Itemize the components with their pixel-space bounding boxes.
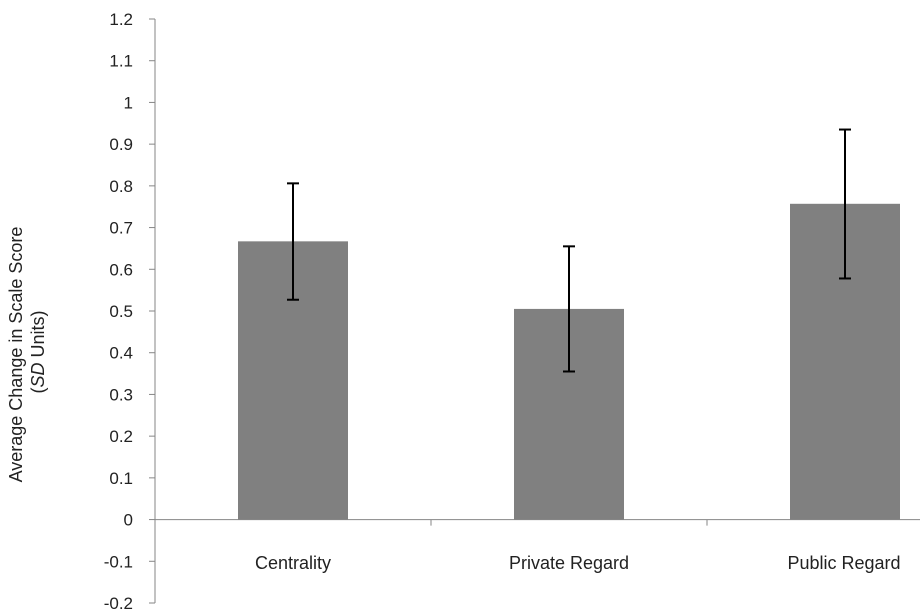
y-tick-label: 0.9 — [109, 135, 133, 154]
x-category-label: Centrality — [255, 553, 331, 573]
y-axis-title: Average Change in Scale Score (SD Units) — [6, 222, 48, 483]
y-axis-title-line2: (SD Units) — [28, 310, 48, 393]
y-tick-label: 1.1 — [109, 52, 133, 71]
y-tick-label: 0.1 — [109, 469, 133, 488]
y-axis-title-line1: Average Change in Scale Score — [6, 227, 26, 483]
y-tick-label: 0.8 — [109, 177, 133, 196]
y-tick-label: 0 — [124, 511, 133, 530]
y-tick-label: 0.3 — [109, 385, 133, 404]
y-tick-label: 0.5 — [109, 302, 133, 321]
y-tick-label: 0.7 — [109, 219, 133, 238]
x-category-label: Private Regard — [509, 553, 629, 573]
y-tick-labels-group: -0.2 -0.1 0 0.1 0.2 0.3 0.4 0.5 0.6 0.7 0.8 0.9 1 1.1… — [104, 10, 133, 613]
y-tick-label: 1.2 — [109, 10, 133, 29]
axes-group — [149, 18, 920, 604]
y-tick-label: 0.6 — [109, 260, 133, 279]
y-tick-label: -0.1 — [104, 552, 133, 571]
y-tick-label: 0.4 — [109, 344, 133, 363]
y-tick-label: 1 — [124, 93, 133, 112]
x-category-labels-group: Centrality Private Regard Public Regard — [255, 553, 901, 573]
y-tick-label: -0.2 — [104, 594, 133, 613]
x-category-label: Public Regard — [787, 553, 900, 573]
y-tick-label: 0.2 — [109, 427, 133, 446]
error-bars-group — [287, 128, 851, 373]
